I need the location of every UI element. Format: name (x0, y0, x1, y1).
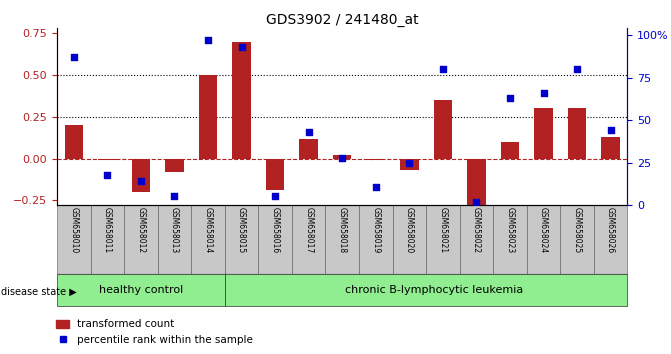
Bar (366, 159, 385, 160)
Point (236, 44, 247, 50)
Bar (601, 137, 620, 159)
Text: GSM658025: GSM658025 (572, 207, 582, 253)
Bar (393, 205, 426, 274)
Text: disease state ▶: disease state ▶ (1, 287, 77, 297)
Bar (501, 142, 519, 159)
Bar (258, 205, 292, 274)
Text: chronic B-lymphocytic leukemia: chronic B-lymphocytic leukemia (346, 285, 523, 295)
Point (169, 193, 180, 199)
Text: GSM658026: GSM658026 (606, 207, 615, 253)
Bar (433, 100, 452, 159)
Bar (57, 274, 225, 306)
Text: GSM658014: GSM658014 (203, 207, 213, 253)
Bar (568, 108, 586, 159)
Point (270, 193, 280, 199)
Legend: transformed count, percentile rank within the sample: transformed count, percentile rank withi… (52, 315, 257, 349)
Text: GSM658024: GSM658024 (539, 207, 548, 253)
Bar (299, 138, 318, 159)
Point (605, 127, 616, 133)
Bar (292, 205, 325, 274)
Bar (560, 205, 594, 274)
Bar (124, 205, 158, 274)
Bar (225, 205, 258, 274)
Bar (98, 159, 117, 160)
Point (337, 155, 348, 160)
Point (203, 38, 213, 43)
Bar (158, 205, 191, 274)
Text: GSM658022: GSM658022 (472, 207, 481, 253)
Bar (359, 205, 393, 274)
Point (572, 66, 582, 72)
Text: GSM658021: GSM658021 (438, 207, 448, 253)
Point (538, 90, 549, 96)
Text: GSM658017: GSM658017 (304, 207, 313, 253)
Bar (527, 205, 560, 274)
Text: GSM658010: GSM658010 (69, 207, 79, 253)
Text: GSM658023: GSM658023 (505, 207, 515, 253)
Text: GSM658020: GSM658020 (405, 207, 414, 253)
Text: GSM658018: GSM658018 (338, 207, 347, 253)
Bar (199, 75, 217, 159)
Bar (132, 159, 150, 192)
Text: GSM658016: GSM658016 (270, 207, 280, 253)
Point (68, 55, 79, 60)
Bar (165, 159, 184, 172)
Bar (426, 205, 460, 274)
Bar (91, 205, 124, 274)
Bar (64, 125, 83, 159)
Bar (225, 274, 627, 306)
Bar (191, 205, 225, 274)
Bar (594, 205, 627, 274)
Point (404, 160, 415, 166)
Text: GSM658012: GSM658012 (136, 207, 146, 253)
Point (102, 172, 113, 177)
Bar (467, 159, 486, 205)
Bar (232, 42, 251, 159)
Bar (534, 108, 553, 159)
Title: GDS3902 / 241480_at: GDS3902 / 241480_at (266, 13, 419, 27)
Point (370, 184, 381, 189)
Bar (400, 159, 419, 170)
Text: GSM658011: GSM658011 (103, 207, 112, 253)
Text: GSM658019: GSM658019 (371, 207, 380, 253)
Bar (266, 159, 285, 190)
Bar (460, 205, 493, 274)
Point (471, 199, 482, 205)
Point (303, 129, 314, 135)
Bar (333, 155, 352, 159)
Text: GSM658015: GSM658015 (237, 207, 246, 253)
Text: healthy control: healthy control (99, 285, 183, 295)
Point (505, 95, 515, 101)
Bar (57, 205, 91, 274)
Point (437, 66, 448, 72)
Bar (493, 205, 527, 274)
Bar (325, 205, 359, 274)
Text: GSM658013: GSM658013 (170, 207, 179, 253)
Point (136, 179, 146, 184)
